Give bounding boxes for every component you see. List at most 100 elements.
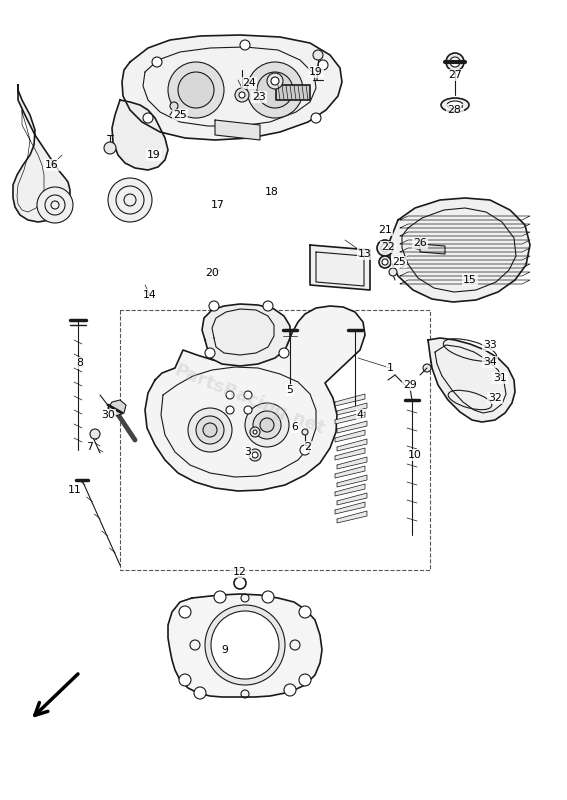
Text: 32: 32 [488, 393, 502, 403]
Circle shape [235, 88, 249, 102]
Text: 33: 33 [483, 340, 497, 350]
Circle shape [240, 40, 250, 50]
Circle shape [311, 113, 321, 123]
Polygon shape [335, 466, 365, 478]
Text: 20: 20 [205, 268, 219, 278]
Polygon shape [420, 244, 445, 254]
Circle shape [168, 62, 224, 118]
Circle shape [382, 259, 388, 265]
Circle shape [108, 178, 152, 222]
Text: 22: 22 [381, 242, 395, 252]
Polygon shape [335, 412, 365, 424]
Circle shape [381, 244, 389, 252]
Circle shape [300, 445, 310, 455]
Text: 12: 12 [233, 567, 247, 577]
Circle shape [179, 674, 191, 686]
Circle shape [267, 73, 283, 89]
Text: 15: 15 [463, 275, 477, 285]
Circle shape [143, 113, 153, 123]
Circle shape [209, 301, 219, 311]
Circle shape [104, 142, 116, 154]
Circle shape [226, 406, 234, 414]
Polygon shape [335, 394, 365, 406]
Circle shape [302, 429, 308, 435]
Text: 24: 24 [242, 78, 256, 88]
Circle shape [170, 102, 178, 110]
Circle shape [188, 408, 232, 452]
Ellipse shape [447, 101, 463, 109]
Text: 10: 10 [408, 450, 422, 460]
Polygon shape [335, 430, 365, 442]
Text: 28': 28' [447, 105, 463, 115]
Circle shape [178, 72, 214, 108]
Circle shape [234, 577, 246, 589]
Circle shape [179, 606, 191, 618]
Text: 27: 27 [448, 70, 462, 80]
Circle shape [379, 256, 391, 268]
Circle shape [37, 187, 73, 223]
Text: 21: 21 [378, 225, 392, 235]
Text: 7: 7 [87, 442, 94, 452]
Circle shape [252, 452, 258, 458]
Circle shape [90, 429, 100, 439]
Circle shape [196, 416, 224, 444]
Circle shape [253, 411, 281, 439]
Circle shape [284, 684, 296, 696]
Text: 5: 5 [286, 385, 294, 395]
Text: 30: 30 [101, 410, 115, 420]
Text: 29: 29 [403, 380, 417, 390]
Circle shape [244, 406, 252, 414]
Polygon shape [215, 120, 260, 140]
Circle shape [299, 606, 311, 618]
Circle shape [279, 348, 289, 358]
Circle shape [152, 57, 162, 67]
Text: 19: 19 [147, 150, 161, 160]
Polygon shape [337, 457, 367, 469]
Text: 4: 4 [357, 410, 363, 420]
Polygon shape [145, 306, 365, 491]
Polygon shape [202, 304, 290, 366]
Polygon shape [337, 475, 367, 487]
Circle shape [214, 591, 226, 603]
Text: 16: 16 [45, 160, 59, 170]
Polygon shape [390, 198, 530, 302]
Circle shape [226, 391, 234, 399]
Text: 34: 34 [483, 357, 497, 367]
Polygon shape [428, 338, 515, 422]
Circle shape [205, 605, 285, 685]
Circle shape [203, 423, 217, 437]
Polygon shape [310, 245, 370, 290]
Circle shape [450, 57, 460, 67]
Text: 26: 26 [413, 238, 427, 248]
Text: 25: 25 [392, 257, 406, 267]
Circle shape [260, 418, 274, 432]
Text: 3: 3 [244, 447, 251, 457]
Circle shape [211, 611, 279, 679]
Text: 23: 23 [252, 92, 266, 102]
Polygon shape [335, 448, 365, 460]
Polygon shape [335, 484, 365, 496]
Text: 25: 25 [173, 110, 187, 120]
Text: 31: 31 [493, 373, 507, 383]
Circle shape [262, 591, 274, 603]
Text: 11: 11 [68, 485, 82, 495]
Circle shape [389, 268, 397, 276]
Text: 8: 8 [77, 358, 83, 368]
Text: PartsRacing.net: PartsRacing.net [171, 362, 328, 438]
Text: 19: 19 [309, 67, 323, 77]
Polygon shape [112, 100, 168, 170]
Circle shape [377, 240, 393, 256]
Circle shape [205, 348, 215, 358]
Circle shape [263, 301, 273, 311]
Circle shape [247, 62, 303, 118]
Text: 14: 14 [143, 290, 157, 300]
Circle shape [194, 687, 206, 699]
Circle shape [253, 430, 257, 434]
Circle shape [318, 60, 328, 70]
Circle shape [244, 391, 252, 399]
Circle shape [245, 403, 289, 447]
Polygon shape [335, 502, 365, 514]
Text: 6: 6 [291, 422, 298, 432]
Text: 2: 2 [304, 442, 311, 452]
Polygon shape [276, 85, 310, 100]
